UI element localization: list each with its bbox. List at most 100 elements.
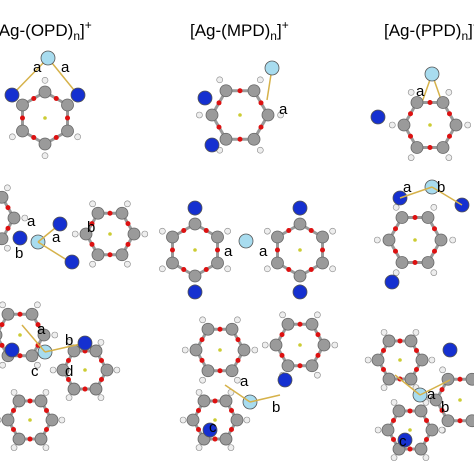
hydrogen-atom <box>412 329 420 336</box>
bond-label: c <box>31 363 39 380</box>
bond-label: a <box>27 213 36 230</box>
bond-label: b <box>272 399 280 416</box>
hydrogen-atom <box>71 230 79 238</box>
hydrogen-atom <box>0 301 6 309</box>
carbon-atom <box>16 98 29 112</box>
oxygen-dot <box>53 135 59 140</box>
nitrogen-atom <box>187 200 203 216</box>
column-title: [Ag-(PPD)n]+ <box>384 18 474 43</box>
oxygen-dot <box>407 446 413 452</box>
center-dot <box>413 238 417 242</box>
hydrogen-atom <box>224 265 231 273</box>
hydrogen-atom <box>438 426 446 434</box>
nitrogen-atom <box>64 254 80 270</box>
center-dot <box>18 333 22 337</box>
oxygen-dot <box>457 418 463 424</box>
bond-label: b <box>65 332 73 349</box>
oxygen-dot <box>125 221 131 227</box>
hydrogen-atom <box>243 416 251 424</box>
carbon-atom <box>166 230 179 244</box>
oxygen-dot <box>0 342 5 348</box>
hydrogen-atom <box>97 394 105 401</box>
bond-label: c <box>399 433 407 450</box>
hydrogen-atom <box>314 371 321 379</box>
oxygen-dot <box>89 221 95 227</box>
oxygen-dot <box>0 322 5 328</box>
carbon-atom <box>1 413 15 427</box>
oxygen-dot <box>297 363 303 369</box>
nitrogen-atom <box>4 342 20 358</box>
oxygen-dot <box>393 226 398 232</box>
oxygen-dot <box>229 407 234 413</box>
carbon-atom <box>188 269 202 283</box>
hydrogen-atom <box>256 76 264 84</box>
hydrogen-atom <box>380 384 388 391</box>
carbon-atom <box>115 206 129 220</box>
title-superscript: + <box>282 18 289 32</box>
hydrogen-atom <box>392 204 400 211</box>
oxygen-dot <box>308 267 314 272</box>
oxygen-dot <box>199 337 205 343</box>
bond-label: a <box>224 243 233 260</box>
hydrogen-atom <box>195 444 203 451</box>
carbon-atom <box>56 363 70 377</box>
hydrogen-atom <box>196 111 203 119</box>
hydrogen-atom <box>261 341 269 349</box>
hydrogen-atom <box>49 366 57 374</box>
oxygen-dot <box>427 145 433 151</box>
title-text: [Ag-(MPD) <box>190 21 270 40</box>
hydrogen-atom <box>124 260 131 268</box>
hydrogen-atom <box>42 444 50 451</box>
nitrogen-atom <box>197 90 213 106</box>
hydrogen-atom <box>392 269 400 276</box>
hydrogen-atom <box>159 227 166 235</box>
oxygen-dot <box>5 225 11 231</box>
oxygen-dot <box>432 248 437 254</box>
oxygen-dot <box>107 210 113 216</box>
oxygen-dot <box>53 96 59 101</box>
bond-label: a <box>279 101 288 118</box>
carbon-atom <box>293 269 307 283</box>
hydrogen-atom <box>234 316 241 324</box>
hydrogen-atom <box>449 236 457 244</box>
nitrogen-atom <box>384 274 400 290</box>
title-subscript: n <box>73 29 80 43</box>
hydrogen-atom <box>0 361 6 369</box>
hydrogen-atom <box>234 376 241 384</box>
oxygen-dot <box>381 367 386 373</box>
oxygen-dot <box>27 436 33 442</box>
hydrogen-atom <box>329 265 336 273</box>
carbon-atom <box>34 432 48 446</box>
carbon-atom <box>382 334 396 348</box>
hydrogen-atom <box>10 389 18 396</box>
oxygen-dot <box>447 111 452 117</box>
oxygen-dot <box>308 228 314 233</box>
hydrogen-atom <box>388 121 396 129</box>
carbon-atom <box>25 307 39 321</box>
hydrogen-atom <box>65 394 73 401</box>
hydrogen-atom <box>216 76 223 84</box>
bond-label: b <box>437 179 445 196</box>
carbon-atom <box>381 423 395 437</box>
silver-atom <box>264 60 280 76</box>
carbon-atom <box>91 206 105 220</box>
hydrogen-atom <box>65 339 73 346</box>
hydrogen-atom <box>113 366 121 374</box>
oxygen-dot <box>457 376 463 382</box>
oxygen-dot <box>107 252 113 258</box>
carbon-atom <box>219 394 233 408</box>
hydrogen-atom <box>74 133 81 141</box>
hydrogen-atom <box>445 89 453 96</box>
coordination <box>21 324 46 353</box>
oxygen-dot <box>286 267 292 272</box>
carbon-atom <box>425 423 439 437</box>
hydrogen-atom <box>430 204 438 211</box>
carbon-atom <box>7 211 21 225</box>
hydrogen-atom <box>159 265 166 273</box>
coordination <box>224 384 251 403</box>
carbon-atom <box>317 338 331 352</box>
carbon-atom <box>434 233 448 247</box>
carbon-atom <box>316 230 329 244</box>
nitrogen-atom <box>4 87 20 103</box>
oxygen-dot <box>237 136 243 142</box>
